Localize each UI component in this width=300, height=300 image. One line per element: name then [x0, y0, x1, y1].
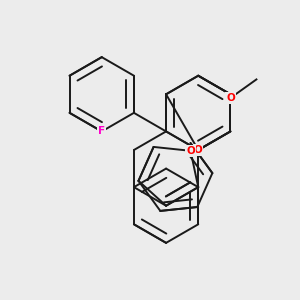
Text: O: O: [226, 93, 235, 103]
Text: O: O: [186, 146, 195, 156]
Text: F: F: [98, 126, 105, 136]
Text: O: O: [194, 145, 203, 155]
